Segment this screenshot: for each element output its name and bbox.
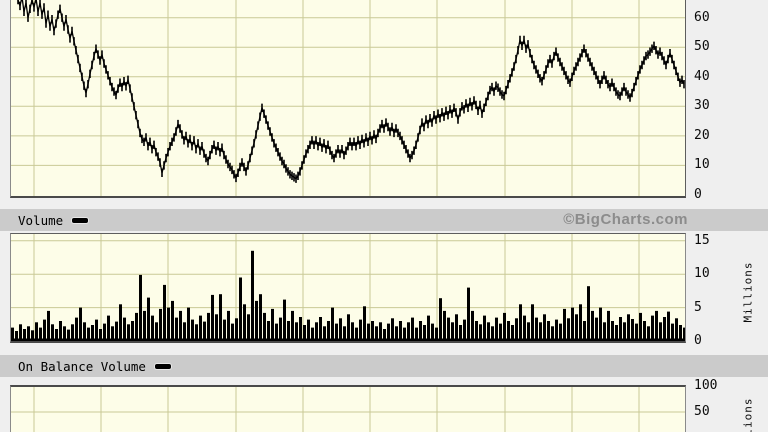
y-axis-tick-label: 0 <box>694 187 702 202</box>
volume-chart-svg <box>11 234 685 341</box>
y-axis-labels: 60 50 40 30 20 10 0 15 10 5 0 100 50 <box>694 0 768 432</box>
obv-panel <box>10 385 686 432</box>
volume-band: Volume <box>0 209 768 231</box>
y-axis-tick-label: 50 <box>694 404 710 419</box>
y-axis-tick-label: 50 <box>694 39 710 55</box>
volume-millions-axis-label: Millions <box>741 261 755 323</box>
price-panel <box>10 0 686 198</box>
obv-band-label: On Balance Volume <box>18 358 146 374</box>
y-axis-tick-label: 15 <box>694 232 710 248</box>
y-axis-tick-label: 100 <box>694 378 718 393</box>
y-axis-tick-label: 40 <box>694 68 710 84</box>
obv-band: On Balance Volume <box>0 355 768 377</box>
y-axis-tick-label: 0 <box>694 333 702 348</box>
obv-series-style-dash-icon <box>154 363 171 369</box>
volume-band-label: Volume <box>18 212 64 228</box>
y-axis-tick-label: 10 <box>694 157 710 173</box>
obv-chart-svg <box>11 387 685 432</box>
y-axis-tick-label: 10 <box>694 266 710 282</box>
volume-panel <box>10 233 686 343</box>
y-axis-tick-label: 5 <box>694 299 702 315</box>
y-axis-tick-label: 30 <box>694 98 710 114</box>
y-axis-tick-label: 60 <box>694 9 710 25</box>
price-chart-svg <box>11 0 685 196</box>
volume-series-style-dash-icon <box>72 217 89 223</box>
y-axis-tick-label: 20 <box>694 127 710 143</box>
obv-millions-axis-label: Millions <box>741 397 755 432</box>
bigcharts-watermark: ©BigCharts.com <box>563 211 688 228</box>
